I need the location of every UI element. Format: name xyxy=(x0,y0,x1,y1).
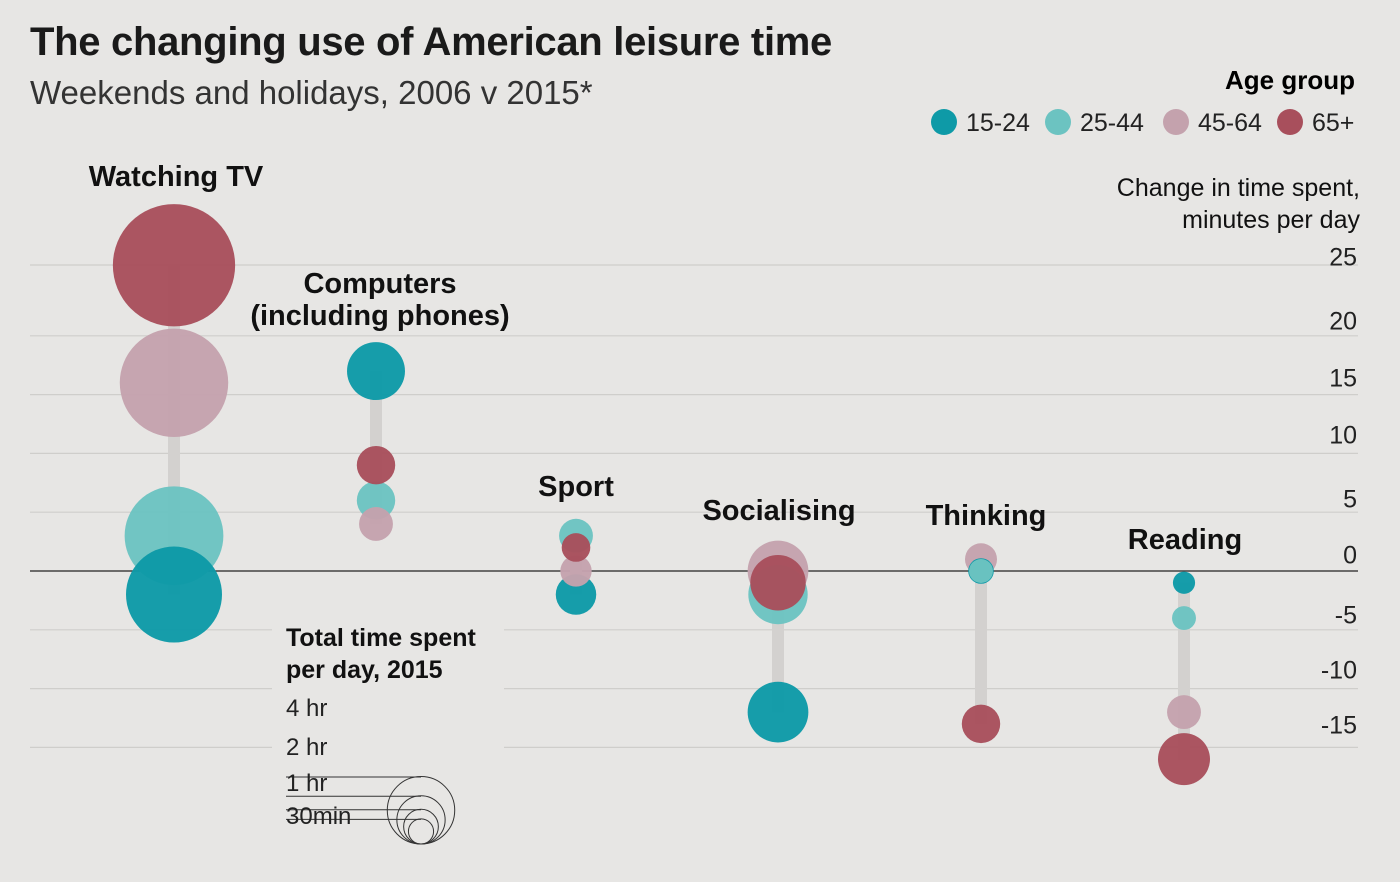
chart-subtitle: Weekends and holidays, 2006 v 2015* xyxy=(30,74,593,111)
y-tick-label: 15 xyxy=(1329,365,1357,393)
bubble-25-44 xyxy=(969,559,993,583)
size-legend-label: 30min xyxy=(286,803,351,830)
bubble-65+ xyxy=(961,704,1001,744)
bubble-45-64 xyxy=(1167,695,1201,730)
category-label: Thinking xyxy=(926,500,1047,532)
bubble-65+ xyxy=(561,533,591,562)
size-legend-label: 4 hr xyxy=(286,695,327,722)
y-tick-label: -10 xyxy=(1321,657,1357,685)
bubble-45-64 xyxy=(359,507,393,541)
category-label: Reading xyxy=(1128,524,1242,556)
size-legend-label: 2 hr xyxy=(286,734,327,761)
y-axis-title-line2: minutes per day xyxy=(1182,206,1360,234)
size-legend-title: per day, 2015 xyxy=(286,656,443,684)
category-label: Watching TV xyxy=(89,161,264,193)
category-labels: Watching TV Computers(including phones) Sp… xyxy=(89,161,1242,556)
legend-title: Age group xyxy=(1225,65,1355,95)
bubble-15-24 xyxy=(347,342,405,401)
y-tick-label: 0 xyxy=(1343,542,1357,570)
bubble-65+ xyxy=(112,204,236,327)
y-tick-label: -5 xyxy=(1335,602,1357,630)
y-axis-ticks: 25 20 15 10 5 0 -5 -10 -15 xyxy=(1321,244,1357,740)
bubble-65+ xyxy=(356,445,396,485)
y-axis-title-line1: Change in time spent, xyxy=(1117,174,1360,202)
y-tick-label: 20 xyxy=(1329,308,1357,336)
category-label: Sport xyxy=(538,471,614,503)
size-legend-label: 1 hr xyxy=(286,770,327,797)
bubble-15-24 xyxy=(555,574,597,615)
y-tick-label: 5 xyxy=(1343,486,1357,514)
legend-label-65+: 65+ xyxy=(1312,109,1354,137)
bubble-25-44 xyxy=(1172,606,1196,631)
y-axis-title: Change in time spent, minutes per day xyxy=(1117,174,1361,234)
legend-swatch-45-64 xyxy=(1163,109,1189,135)
legend-label-15-24: 15-24 xyxy=(966,109,1030,137)
gridlines xyxy=(30,264,1358,749)
legend-swatch-15-24 xyxy=(931,109,957,135)
legend-label-25-44: 25-44 xyxy=(1080,109,1144,137)
bubble-series xyxy=(112,204,1210,786)
bubble-15-24 xyxy=(1172,571,1196,594)
legend-label-45-64: 45-64 xyxy=(1198,109,1262,137)
category-label: Computers xyxy=(303,268,456,300)
bubble-65+ xyxy=(750,555,806,611)
bubble-45-64 xyxy=(119,328,229,438)
category-label: (including phones) xyxy=(250,300,509,332)
size-legend-title: Total time spent xyxy=(286,624,477,652)
size-legend: Total time spent per day, 2015 4 hr 2 hr 1 h… xyxy=(272,612,504,852)
y-tick-label: -15 xyxy=(1321,712,1357,740)
bubble-15-24 xyxy=(126,546,222,643)
size-legend-background xyxy=(272,612,504,852)
category-label: Socialising xyxy=(702,495,855,527)
legend-swatch-25-44 xyxy=(1045,109,1071,135)
legend-swatch-65+ xyxy=(1277,109,1303,135)
bubble-15-24 xyxy=(747,681,809,743)
y-tick-label: 10 xyxy=(1329,422,1357,450)
bubble-65+ xyxy=(1158,733,1210,786)
chart-title: The changing use of American leisure tim… xyxy=(30,20,832,64)
y-tick-label: 25 xyxy=(1329,244,1357,272)
bubble-45-64 xyxy=(560,555,592,587)
age-group-legend: Age group 15-24 25-44 45-64 65+ xyxy=(931,65,1355,137)
